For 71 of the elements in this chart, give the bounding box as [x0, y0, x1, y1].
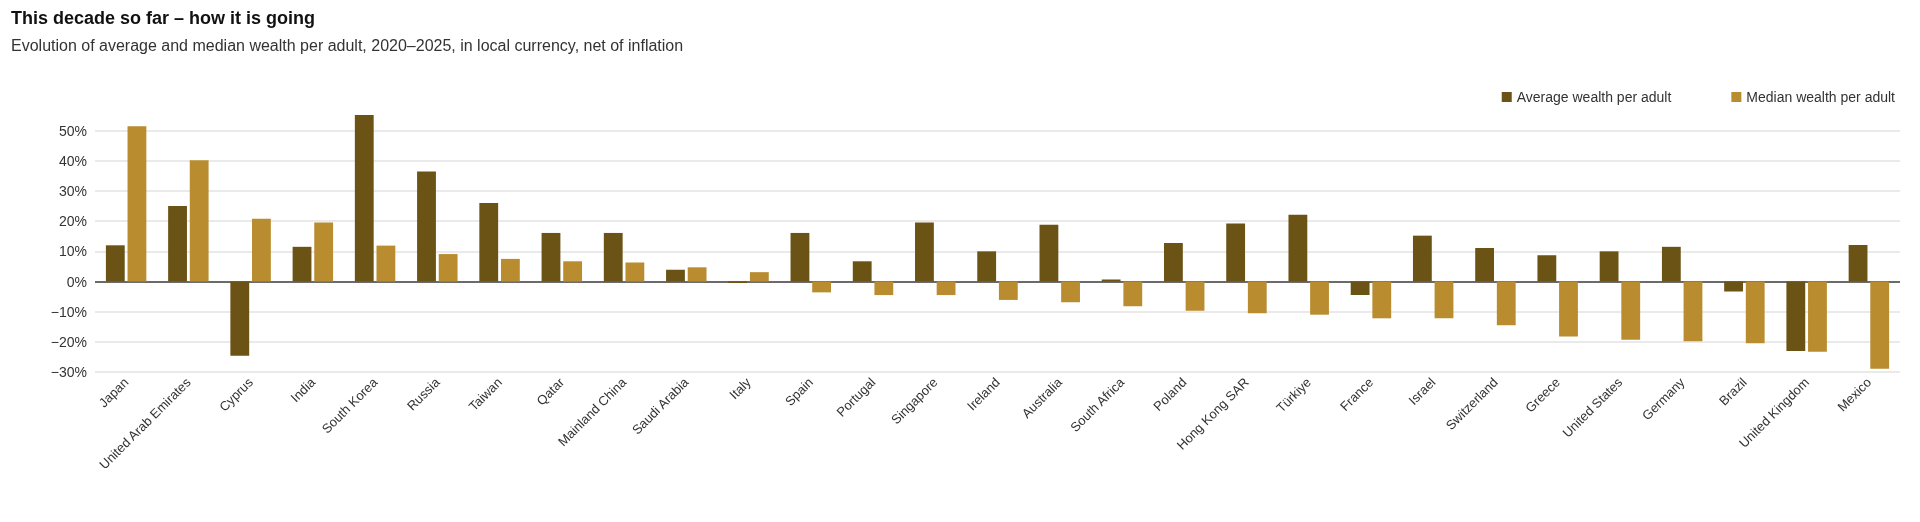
y-tick-label: −20% [50, 333, 87, 350]
bar [127, 126, 147, 282]
bar [541, 232, 561, 282]
bar [812, 281, 831, 293]
x-tick-label: Italy [726, 374, 755, 403]
bar [1434, 281, 1454, 319]
bar [1412, 235, 1432, 282]
bar [1661, 246, 1681, 282]
bar [1745, 281, 1765, 344]
bar [1537, 255, 1557, 282]
bar [479, 203, 499, 282]
bar [354, 115, 374, 282]
legend-label: Average wealth per adult [1516, 89, 1672, 105]
bar [230, 281, 250, 356]
bar [417, 171, 436, 282]
bar [1039, 224, 1059, 282]
bar [687, 267, 707, 282]
legend-label: Median wealth per adult [1746, 89, 1896, 105]
bar [603, 232, 623, 282]
y-tick-label: 0% [66, 273, 87, 290]
bar [936, 281, 956, 296]
bar [625, 262, 645, 282]
bar [292, 246, 312, 282]
bar [1123, 281, 1143, 307]
y-tick-label: 30% [58, 183, 87, 200]
bar [376, 245, 396, 282]
bar [1247, 281, 1267, 314]
bar [1288, 214, 1308, 282]
y-tick-label: −30% [50, 364, 87, 380]
y-tick-label: 50% [58, 122, 87, 139]
y-tick-label: −10% [50, 303, 87, 320]
bar [1310, 281, 1329, 315]
y-tick-label: 10% [58, 243, 87, 260]
bar [1559, 281, 1578, 337]
bar [189, 160, 209, 282]
y-tick-label: 40% [58, 152, 87, 169]
y-tick-label: 20% [58, 213, 87, 230]
bar [1786, 281, 1806, 351]
bar [1496, 281, 1516, 326]
bar [1061, 281, 1080, 303]
bar [1621, 281, 1641, 340]
bar [438, 254, 458, 282]
bar [1372, 281, 1392, 319]
chart-title: This decade so far – how it is going [11, 8, 316, 28]
bar [790, 232, 810, 282]
bar [563, 261, 583, 282]
bar [915, 222, 934, 282]
bar [1350, 281, 1370, 296]
bar [1101, 279, 1121, 282]
bar [252, 218, 271, 282]
bar [977, 251, 997, 282]
bar [1599, 251, 1619, 282]
bar [1724, 281, 1743, 292]
bar [1848, 245, 1868, 282]
bar [1226, 223, 1246, 282]
chart-subtitle: Evolution of average and median wealth per adult, 2020–2025, in local currency, net of inflation [11, 36, 684, 54]
bar [1808, 281, 1827, 352]
bar [749, 272, 769, 282]
bar [1475, 248, 1495, 282]
bar [168, 206, 187, 282]
bar [105, 245, 125, 282]
bar [1683, 281, 1703, 342]
bar [1870, 281, 1890, 369]
bar [1164, 242, 1183, 282]
bar [500, 258, 520, 282]
bar [1185, 281, 1205, 311]
bar [852, 261, 872, 282]
bar [666, 269, 685, 282]
bar [874, 281, 894, 296]
bar [314, 222, 334, 282]
bar [998, 281, 1018, 300]
